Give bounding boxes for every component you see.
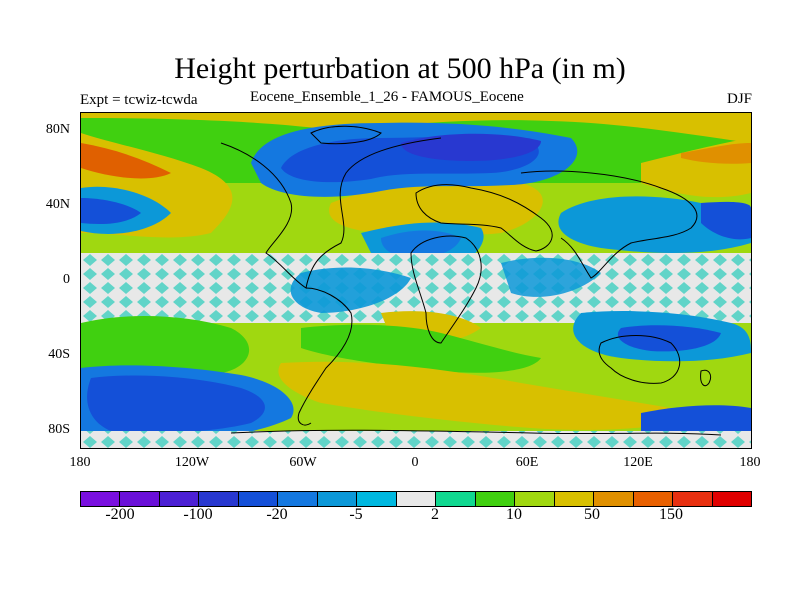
lon-label-180w: 180	[69, 455, 91, 470]
colorbar-label: -20	[266, 506, 288, 523]
colorbar-swatch	[120, 492, 160, 506]
colorbar-swatch	[436, 492, 476, 506]
lon-label-180e: 180	[739, 455, 761, 470]
chart-title: Height perturbation at 500 hPa (in m)	[174, 52, 626, 85]
colorbar-swatch	[673, 492, 713, 506]
colorbar-label: 10	[506, 506, 522, 523]
colorbar-swatch	[554, 492, 595, 506]
lat-label-40n: 40N	[45, 197, 70, 212]
colorbar-swatch	[396, 492, 437, 506]
season-label: DJF	[726, 91, 752, 107]
colorbar-label: 50	[584, 506, 600, 523]
lat-label-80n: 80N	[45, 122, 70, 137]
colorbar-swatch	[199, 492, 239, 506]
experiment-label: Expt = tcwiz-tcwda	[80, 92, 198, 108]
lon-label-60e: 60E	[515, 455, 539, 470]
colorbar-label: 150	[659, 506, 683, 523]
colorbar-label: -200	[105, 506, 135, 523]
colorbar-swatch	[81, 492, 121, 506]
map-plot-area	[80, 112, 752, 449]
lat-label-80s: 80S	[48, 422, 70, 437]
colorbar-swatch	[515, 492, 555, 506]
lon-label-60w: 60W	[289, 455, 317, 470]
colorbar-swatch	[159, 492, 200, 506]
lon-label-120w: 120W	[174, 455, 210, 470]
contour-map	[81, 113, 751, 448]
colorbar-label: 2	[431, 506, 439, 523]
colorbar-swatch	[712, 492, 751, 506]
colorbar-swatch	[278, 492, 318, 506]
lat-label-40s: 40S	[48, 347, 70, 362]
colorbar	[80, 491, 752, 507]
lon-label-120e: 120E	[623, 455, 653, 470]
colorbar-label: -5	[349, 506, 363, 523]
colorbar-swatch	[633, 492, 674, 506]
colorbar-swatch	[238, 492, 279, 506]
lon-label-0: 0	[411, 455, 419, 470]
colorbar-swatch	[475, 492, 516, 506]
lat-label-eq: 0	[63, 272, 70, 287]
colorbar-swatch	[594, 492, 634, 506]
colorbar-label: -100	[183, 506, 213, 523]
ensemble-label: Eocene_Ensemble_1_26 - FAMOUS_Eocene	[250, 89, 524, 105]
colorbar-swatch	[357, 492, 397, 506]
colorbar-swatch	[317, 492, 358, 506]
